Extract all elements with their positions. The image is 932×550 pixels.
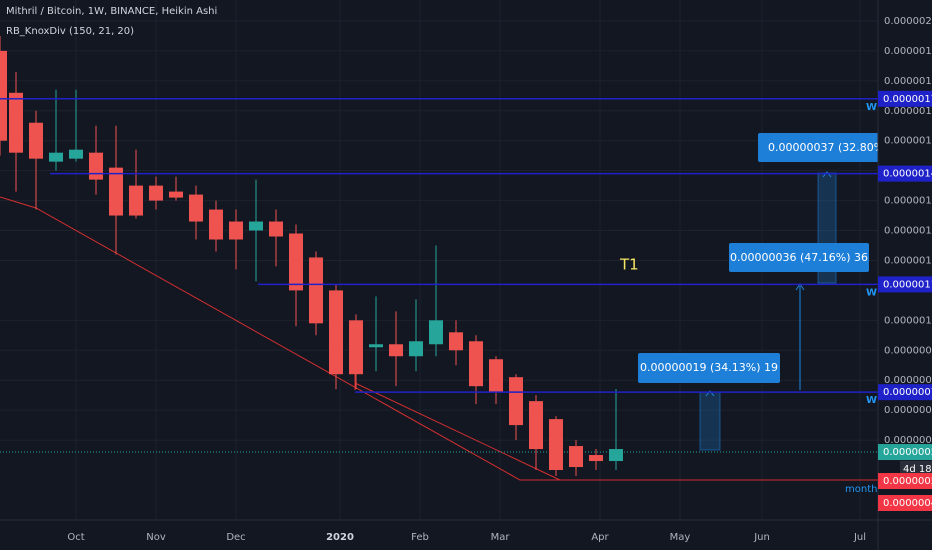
x-tick-label: Mar — [491, 532, 511, 543]
candle-body — [0, 50, 7, 141]
candle-body — [489, 359, 503, 393]
grid — [0, 0, 878, 520]
x-tick-label: Nov — [146, 532, 166, 543]
candle-body — [109, 167, 123, 216]
price-axis — [878, 0, 932, 520]
y-tick-label: 0.00000190 — [884, 46, 932, 57]
trend-line — [354, 382, 561, 481]
price-tag-label: 0.00000076 — [883, 387, 932, 398]
candle-body — [209, 209, 223, 240]
candle-body — [309, 257, 323, 324]
candle-body — [449, 332, 463, 351]
x-tick-label: May — [670, 532, 691, 543]
x-tick-label: Oct — [67, 532, 84, 543]
candle-body — [529, 401, 543, 450]
price-tag — [878, 444, 932, 461]
candle-body — [569, 446, 583, 468]
y-tick-label: 0.00000120 — [884, 255, 932, 266]
candle-body — [429, 320, 443, 345]
candle-body — [49, 152, 63, 162]
x-tick-label: 2020 — [326, 532, 354, 543]
price-tag-label: 0.00000046 — [883, 498, 932, 509]
candle-body — [589, 455, 603, 462]
price-tag-label: 0.00000112 — [883, 279, 932, 290]
y-tick-label: 0.00000130 — [884, 226, 932, 237]
annotation-box — [758, 133, 884, 162]
x-tick-label: Jul — [853, 532, 866, 543]
candle-body — [249, 221, 263, 231]
target-label: T1 — [619, 256, 639, 274]
y-tick-label: 0.00000200 — [884, 16, 932, 27]
level-tag: W — [866, 102, 877, 113]
annotation: 0.00000037 (32.80%) 3 — [768, 141, 899, 154]
candle-body — [129, 185, 143, 216]
arrow-head — [822, 171, 832, 178]
x-tick-label: Dec — [226, 532, 245, 543]
price-tag-label: 0.00000054 — [883, 476, 932, 487]
annotation: 0.00000019 (34.13%) 19 — [640, 361, 778, 374]
candle-body — [29, 122, 43, 159]
candle-body — [609, 449, 623, 462]
price-tag — [878, 276, 932, 293]
y-tick-label: 0.00000180 — [884, 76, 932, 87]
annotation-box — [638, 353, 780, 383]
y-tick-label: 0.00000160 — [884, 136, 932, 147]
x-tick-label: Apr — [591, 532, 609, 543]
chart-title: Mithril / Bitcoin, 1W, BINANCE, Heikin A… — [6, 6, 217, 17]
candle-body — [329, 290, 343, 375]
candle-body — [229, 221, 243, 240]
levels: W W W — [0, 98, 878, 406]
y-tick-label: 0.00000070 — [884, 405, 932, 416]
x-tick-label: Feb — [411, 532, 429, 543]
axis-labels: 0.00000200 0.00000190 0.00000180 0.00000170… — [67, 16, 932, 543]
candle-body — [509, 377, 523, 426]
y-tick-label: 0.00000060 — [884, 435, 932, 446]
candle-body — [9, 92, 23, 153]
candle-body — [149, 185, 163, 201]
price-tag — [878, 165, 932, 182]
candle-body — [69, 149, 83, 159]
candle-body — [89, 152, 103, 180]
candle-body — [169, 191, 183, 198]
arrow-head — [705, 390, 715, 397]
candle-body — [409, 341, 423, 357]
price-tag — [878, 473, 932, 489]
price-tag-label: 0.00000056 — [883, 447, 932, 458]
price-tag — [878, 90, 932, 107]
candle-body — [549, 419, 563, 471]
trend-line — [0, 196, 880, 481]
countdown-box — [900, 461, 932, 476]
indicator-label: RB_KnoxDiv (150, 21, 20) — [6, 26, 134, 37]
annotation-box — [729, 243, 869, 272]
annotation: 0.00000036 (47.16%) 36 — [730, 251, 868, 264]
candle-body — [369, 344, 383, 348]
candle-body — [189, 194, 203, 222]
candle-body — [289, 233, 303, 291]
y-tick-label: 0.00000140 — [884, 196, 932, 207]
month-label: month — [845, 484, 877, 495]
candle-body — [349, 320, 363, 375]
candle-body — [469, 341, 483, 387]
price-tag — [878, 495, 932, 511]
price-tag-label: 0.00000149 — [883, 169, 932, 180]
candles — [0, 35, 623, 476]
candle-body — [269, 221, 283, 237]
x-tick-label: Jun — [753, 532, 770, 543]
y-tick-label: 0.00000080 — [884, 375, 932, 386]
level-tag: W — [866, 287, 877, 298]
y-tick-label: 0.00000090 — [884, 345, 932, 356]
projection-box — [699, 391, 721, 451]
level-tag: W — [866, 395, 877, 406]
price-tag-label: 0.00000174 — [883, 94, 932, 105]
candle-body — [389, 344, 403, 357]
price-tag — [878, 384, 932, 401]
countdown: 4d 18h — [903, 464, 932, 475]
y-tick-label: 0.00000170 — [884, 106, 932, 117]
y-tick-label: 0.00000100 — [884, 315, 932, 326]
